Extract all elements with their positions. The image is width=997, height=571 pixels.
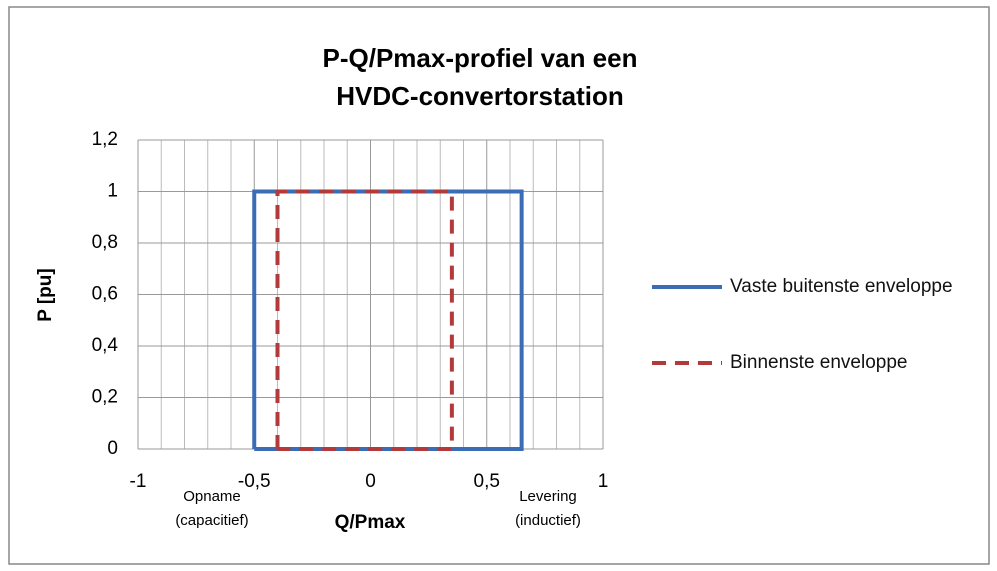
annotation: (capacitief) <box>175 512 248 529</box>
legend-item: Vaste buitenste enveloppe <box>652 270 982 303</box>
annotation: Opname <box>183 488 241 505</box>
y-tick-label: 1,2 <box>92 129 118 150</box>
annotation: Levering <box>519 488 577 505</box>
legend-label: Vaste buitenste enveloppe <box>730 276 953 297</box>
y-tick-label: 0,6 <box>92 284 118 305</box>
legend-item: Binnenste enveloppe <box>652 346 982 379</box>
y-tick-label: 0,2 <box>92 387 118 408</box>
series-line <box>275 189 454 451</box>
y-tick-label: 0 <box>107 438 118 459</box>
legend-label: Binnenste enveloppe <box>730 352 908 373</box>
frame <box>8 6 990 565</box>
x-tick-label: -0,5 <box>238 471 271 492</box>
x-tick-label: 0 <box>365 471 376 492</box>
y-tick-label: 0,4 <box>92 335 119 356</box>
x-tick-label: 0,5 <box>474 471 500 492</box>
x-tick-label: -1 <box>130 471 147 492</box>
chart-title: P-Q/Pmax-profiel van een <box>323 43 638 73</box>
legend-swatch <box>652 361 722 365</box>
x-tick-label: 1 <box>598 471 609 492</box>
y-axis-label: P [pu] <box>35 268 56 321</box>
y-tick-label: 0,8 <box>92 232 118 253</box>
series-line <box>252 189 524 451</box>
x-axis-label: Q/Pmax <box>335 512 406 533</box>
chart-title: HVDC-convertorstation <box>336 81 623 111</box>
y-tick-label: 1 <box>107 181 118 202</box>
legend-swatch <box>652 285 722 289</box>
annotation: (inductief) <box>515 512 581 529</box>
